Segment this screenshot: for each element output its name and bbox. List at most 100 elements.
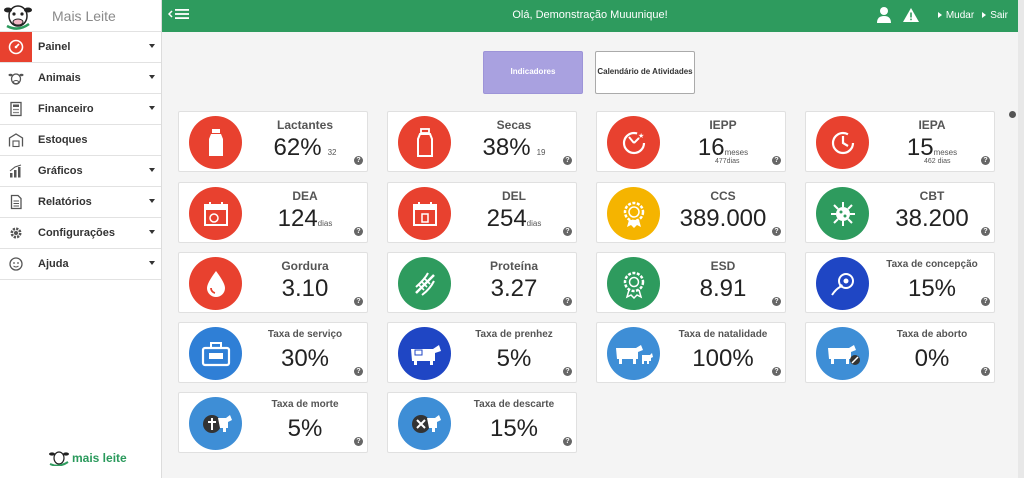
indicator-value-wrapper: 15% <box>458 415 570 443</box>
help-icon[interactable]: ? <box>354 367 363 376</box>
indicator-card-taxa-de-descarte[interactable]: Taxa de descarte 15%? <box>387 392 577 453</box>
tab-indicadores[interactable]: Indicadores <box>483 51 583 94</box>
sidebar-item-label: Gráficos <box>38 165 83 177</box>
help-icon[interactable]: ? <box>354 297 363 306</box>
sidebar-item-configuracoes[interactable]: Configurações <box>0 218 161 249</box>
indicator-value: 62% <box>273 134 322 161</box>
sidebar-item-estoques[interactable]: Estoques <box>0 125 161 156</box>
help-face-icon <box>0 249 32 279</box>
indicator-card-del[interactable]: DEL 254dias? <box>387 182 577 243</box>
sidebar-item-relatorios[interactable]: Relatórios <box>0 187 161 218</box>
indicator-card-taxa-de-morte[interactable]: Taxa de morte 5%? <box>178 392 368 453</box>
help-icon[interactable]: ? <box>772 367 781 376</box>
chevron-down-icon <box>149 199 155 203</box>
indicator-title: DEA <box>292 189 318 203</box>
indicator-title: ESD <box>710 259 736 273</box>
indicator-value-wrapper: 3.10 <box>249 275 361 303</box>
bacteria-icon <box>816 187 869 240</box>
indicator-card-taxa-de-aborto[interactable]: Taxa de aborto 0%? <box>805 322 995 383</box>
indicator-title: Taxa de prenhez <box>475 329 553 340</box>
indicator-unit: dias <box>317 219 333 228</box>
indicator-title: Taxa de aborto <box>896 329 968 340</box>
help-icon[interactable]: ? <box>981 297 990 306</box>
sidebar-item-graficos[interactable]: Gráficos <box>0 156 161 187</box>
help-icon[interactable]: ? <box>354 156 363 165</box>
cow-logo-icon[interactable] <box>0 0 36 32</box>
help-icon[interactable]: ? <box>563 297 572 306</box>
settings-icon[interactable] <box>1009 111 1016 118</box>
gear-icon <box>0 218 32 248</box>
sperm-icon <box>816 257 869 310</box>
indicator-title: Taxa de serviço <box>267 329 343 340</box>
indicator-value-wrapper: 0% <box>876 345 988 373</box>
user-icon[interactable] <box>876 6 892 24</box>
change-link[interactable]: Mudar <box>937 9 975 21</box>
indicator-value-wrapper: 8.91 <box>667 275 779 303</box>
indicator-value: 38% <box>482 134 531 161</box>
indicator-card-taxa-de-natalidade[interactable]: Taxa de natalidade 100%? <box>596 322 786 383</box>
indicator-card-secas[interactable]: Secas 38% 19? <box>387 111 577 172</box>
help-icon[interactable]: ? <box>981 367 990 376</box>
indicator-subvalue: 462 dias <box>924 158 951 165</box>
indicator-title: DEL <box>502 189 526 203</box>
indicator-unit: meses <box>933 148 958 157</box>
indicator-card-taxa-de-serviço[interactable]: Taxa de serviço 30%? <box>178 322 368 383</box>
indicator-card-gordura[interactable]: Gordura 3.10? <box>178 252 368 313</box>
warning-icon[interactable] <box>902 7 920 23</box>
sidebar-item-ajuda[interactable]: Ajuda <box>0 249 161 280</box>
menu-toggle-button[interactable] <box>168 7 190 21</box>
sidebar-item-painel[interactable]: Painel <box>0 32 161 63</box>
calculator-icon <box>0 94 32 124</box>
help-icon[interactable]: ? <box>981 156 990 165</box>
chevron-down-icon <box>149 261 155 265</box>
help-icon[interactable]: ? <box>563 367 572 376</box>
indicator-value-wrapper: 38.200 <box>876 205 988 233</box>
indicator-value: 5% <box>496 345 532 372</box>
indicator-value-wrapper: 62% 32 <box>249 134 361 162</box>
help-icon[interactable]: ? <box>981 227 990 236</box>
dashboard-icon <box>0 32 32 62</box>
help-icon[interactable]: ? <box>563 227 572 236</box>
indicator-card-ccs[interactable]: CCS 389.000? <box>596 182 786 243</box>
sidebar-item-label: Animais <box>38 72 81 84</box>
help-icon[interactable]: ? <box>772 156 781 165</box>
help-icon[interactable]: ? <box>772 297 781 306</box>
indicator-card-cbt[interactable]: CBT 38.200? <box>805 182 995 243</box>
indicator-card-lactantes[interactable]: Lactantes 62% 32? <box>178 111 368 172</box>
help-icon[interactable]: ? <box>563 437 572 446</box>
sidebar-item-label: Configurações <box>38 227 116 239</box>
cow-death-icon <box>189 397 242 450</box>
sidebar-item-financeiro[interactable]: Financeiro <box>0 94 161 125</box>
arrow-right-icon <box>937 12 942 18</box>
svg-text:★: ★ <box>638 132 644 140</box>
indicator-value: 8.91 <box>699 275 747 302</box>
arrow-right-icon <box>982 12 987 18</box>
indicator-card-iepa[interactable]: IEPA 15meses 462 dias? <box>805 111 995 172</box>
exit-link[interactable]: Sair <box>982 10 1008 21</box>
cow-calf-icon <box>607 327 660 380</box>
help-icon[interactable]: ? <box>354 227 363 236</box>
indicator-card-proteína[interactable]: Proteína 3.27? <box>387 252 577 313</box>
cow-abort-icon <box>816 327 869 380</box>
indicator-card-iepp[interactable]: ★ IEPP 16meses 477dias? <box>596 111 786 172</box>
indicator-title: Taxa de concepção <box>886 259 978 270</box>
chart-icon <box>0 156 32 186</box>
indicator-subvalue: 477dias <box>715 158 740 165</box>
indicator-title: Taxa de morte <box>271 399 339 410</box>
help-icon[interactable]: ? <box>354 437 363 446</box>
indicator-card-dea[interactable]: DEA 124dias? <box>178 182 368 243</box>
chevron-down-icon <box>149 168 155 172</box>
indicator-card-esd[interactable]: ESD 8.91? <box>596 252 786 313</box>
chevron-down-icon <box>149 44 155 48</box>
indicator-card-taxa-de-prenhez[interactable]: Taxa de prenhez 5%? <box>387 322 577 383</box>
tab-calendario[interactable]: Calendário de Atividades <box>595 51 695 94</box>
indicator-value: 5% <box>287 415 323 442</box>
sidebar-item-animais[interactable]: Animais <box>0 63 161 94</box>
help-icon[interactable]: ? <box>772 227 781 236</box>
help-icon[interactable]: ? <box>563 156 572 165</box>
scrollbar[interactable] <box>1018 0 1024 478</box>
indicator-title: Proteína <box>489 259 538 273</box>
change-label: Mudar <box>945 9 975 21</box>
cow-mini-logo-icon <box>49 451 69 466</box>
indicator-card-taxa-de-concepção[interactable]: Taxa de concepção 15%? <box>805 252 995 313</box>
